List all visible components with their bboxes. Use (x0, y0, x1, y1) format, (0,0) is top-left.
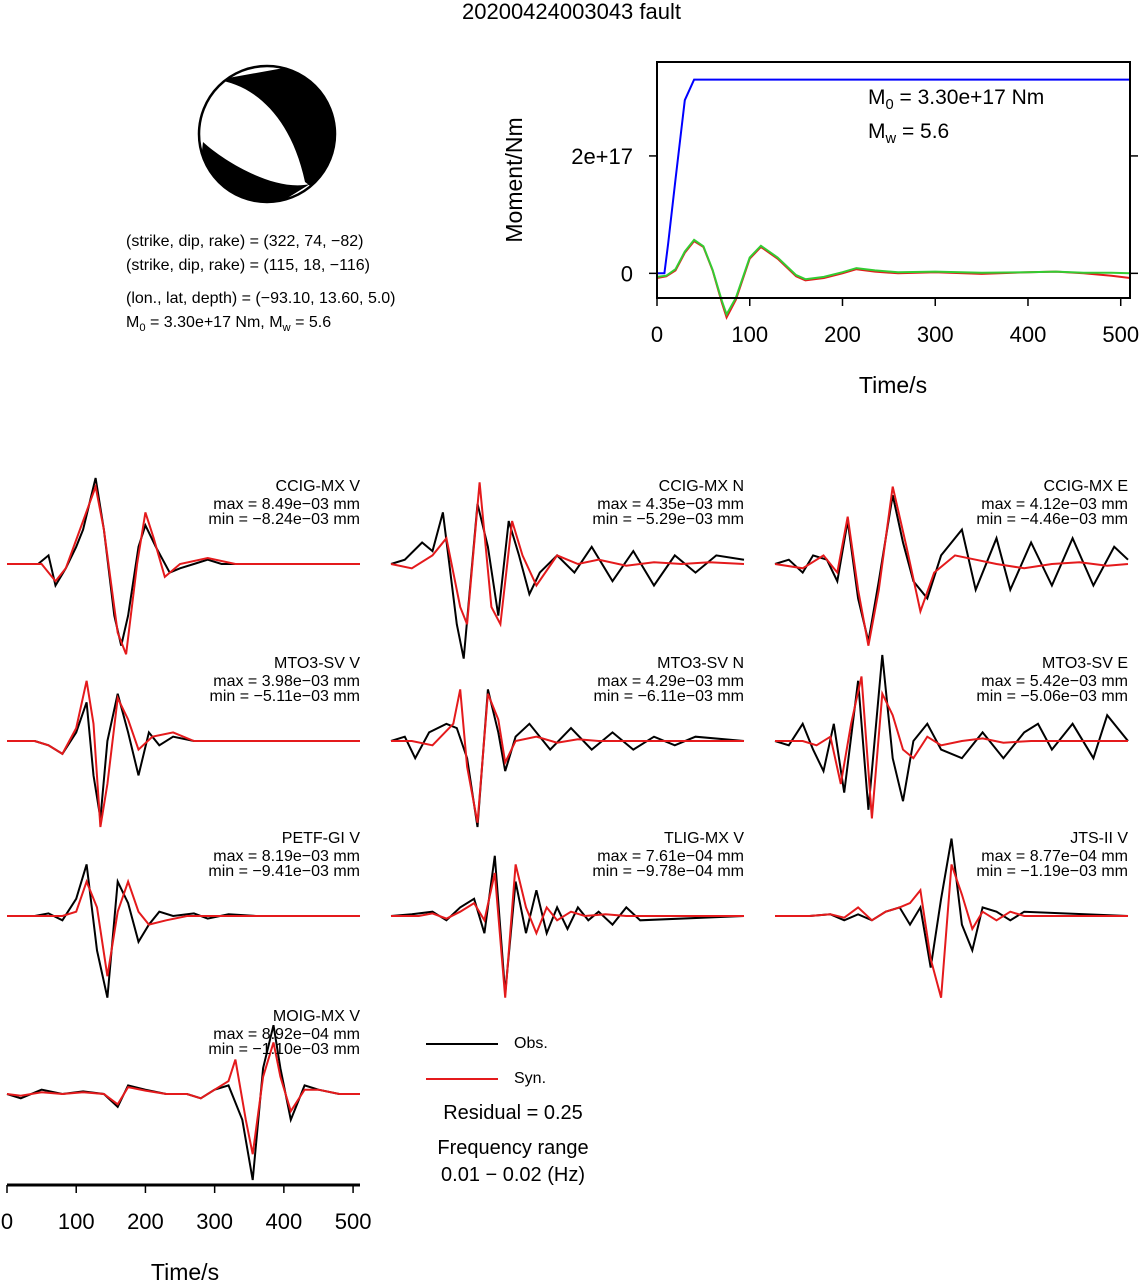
moment-series-1 (656, 239, 1131, 320)
moment-ylabel: Moment/Nm (501, 117, 527, 242)
panel-max-label: max = 7.61e−04 mm (597, 848, 744, 865)
wave-xtick-label: 300 (196, 1209, 233, 1234)
wave-xlabel: Time/s (151, 1259, 219, 1281)
moment-magnitude-text: M0 = 3.30e+17 Nm, Mw = 5.6 (126, 314, 332, 335)
waveform-syn (391, 864, 744, 998)
moment-chart: 0 100 200 300 400 500 0 2e+17 Time/s Moment/Nm (501, 61, 1139, 398)
figure-title: 20200424003043 fault (462, 0, 681, 24)
panel-min-label: min = −5.11e−03 mm (210, 688, 360, 705)
waveform-obs (7, 693, 360, 819)
waveform-syn (6, 1042, 360, 1155)
frequency-range: 0.01 − 0.02 (Hz) (441, 1164, 585, 1186)
panel-station-label: TLIG-MX V (664, 830, 744, 847)
waveform-syn (7, 878, 360, 977)
waveform-obs (390, 689, 745, 828)
waveform-syn (774, 486, 1129, 646)
panel-max-label: max = 8.92e−04 mm (213, 1026, 360, 1043)
panel-min-label: min = −9.78e−04 mm (592, 863, 744, 880)
moment-annotation-mw: Mw = 5.6 (868, 120, 950, 148)
moment-ytick-label: 0 (621, 261, 633, 286)
moment-xtick-label: 300 (917, 322, 954, 347)
residual-label: Residual = 0.25 (443, 1102, 583, 1124)
waveform-syn (7, 680, 360, 828)
legend-syn-label: Syn. (514, 1070, 547, 1087)
panel-max-label: max = 5.42e−03 mm (981, 673, 1128, 690)
wave-xtick-label: 0 (1, 1209, 13, 1234)
panel-max-label: max = 4.29e−03 mm (597, 673, 744, 690)
panel-max-label: max = 4.12e−03 mm (981, 496, 1128, 513)
wave-xtick-label: 500 (335, 1209, 372, 1234)
moment-xtick-label: 400 (1010, 322, 1047, 347)
panel-station-label: JTS-II V (1070, 830, 1128, 847)
waveform-syn (391, 689, 744, 823)
panel-max-label: max = 3.98e−03 mm (213, 673, 360, 690)
waveform-obs (7, 864, 360, 998)
panel-station-label: PETF-GI V (282, 830, 361, 847)
nodal-plane-2: (strike, dip, rake) = (115, 18, −116) (126, 257, 370, 274)
panel-station-label: MTO3-SV E (1042, 655, 1128, 672)
panel-min-label: min = −9.41e−03 mm (208, 863, 360, 880)
panel-max-label: max = 8.49e−03 mm (213, 496, 360, 513)
waveform-obs (775, 838, 1129, 968)
waveform-obs (390, 855, 745, 994)
waveform-syn (390, 482, 745, 628)
panel-max-label: max = 8.19e−03 mm (213, 848, 360, 865)
waveform-syn (775, 676, 1128, 819)
panel-station-label: MTO3-SV N (657, 655, 744, 672)
panel-max-label: max = 8.77e−04 mm (981, 848, 1128, 865)
beachball (197, 64, 337, 204)
waveform-obs (390, 503, 745, 659)
legend-lines (426, 1043, 498, 1080)
moment-xtick-label: 500 (1102, 322, 1139, 347)
panel-min-label: min = −4.46e−03 mm (976, 511, 1128, 528)
moment-xtick-label: 100 (731, 322, 768, 347)
beachball-compressional (217, 66, 335, 202)
panel-station-label: MTO3-SV V (274, 655, 360, 672)
panel-min-label: min = −5.29e−03 mm (592, 511, 744, 528)
panel-station-label: MOIG-MX V (273, 1008, 360, 1025)
frequency-label: Frequency range (437, 1137, 589, 1159)
moment-annotation-m0: M0 = 3.30e+17 Nm (868, 86, 1045, 114)
waveform-obs (774, 654, 1129, 810)
panel-station-label: CCIG-MX V (276, 478, 361, 495)
moment-xlabel: Time/s (859, 372, 927, 398)
moment-xtick-label: 200 (824, 322, 861, 347)
panel-min-label: min = −5.06e−03 mm (976, 688, 1128, 705)
panel-min-label: min = −1.10e−03 mm (208, 1041, 360, 1058)
moment-plot-frame (656, 61, 1131, 299)
waveform-obs (7, 477, 360, 646)
panel-min-label: min = −8.24e−03 mm (208, 511, 360, 528)
moment-ytick-label: 2e+17 (571, 144, 633, 169)
panel-max-label: max = 4.35e−03 mm (597, 496, 744, 513)
nodal-plane-1: (strike, dip, rake) = (322, 74, −82) (126, 233, 364, 250)
moment-series-2 (656, 238, 1131, 317)
panel-min-label: min = −6.11e−03 mm (594, 688, 744, 705)
waveform-syn (7, 482, 360, 655)
panel-min-label: min = −1.19e−03 mm (976, 863, 1128, 880)
waveform-syn (775, 864, 1128, 998)
wave-xtick-label: 400 (266, 1209, 303, 1234)
panel-station-label: CCIG-MX E (1044, 478, 1128, 495)
moment-xtick-label: 0 (651, 322, 663, 347)
panel-station-label: CCIG-MX N (659, 478, 744, 495)
wave-xtick-label: 100 (58, 1209, 95, 1234)
moment-series-0 (657, 78, 1130, 275)
legend-obs-label: Obs. (514, 1035, 548, 1052)
hypocenter: (lon., lat, depth) = (−93.10, 13.60, 5.0… (126, 290, 396, 307)
wave-xtick-label: 200 (127, 1209, 164, 1234)
